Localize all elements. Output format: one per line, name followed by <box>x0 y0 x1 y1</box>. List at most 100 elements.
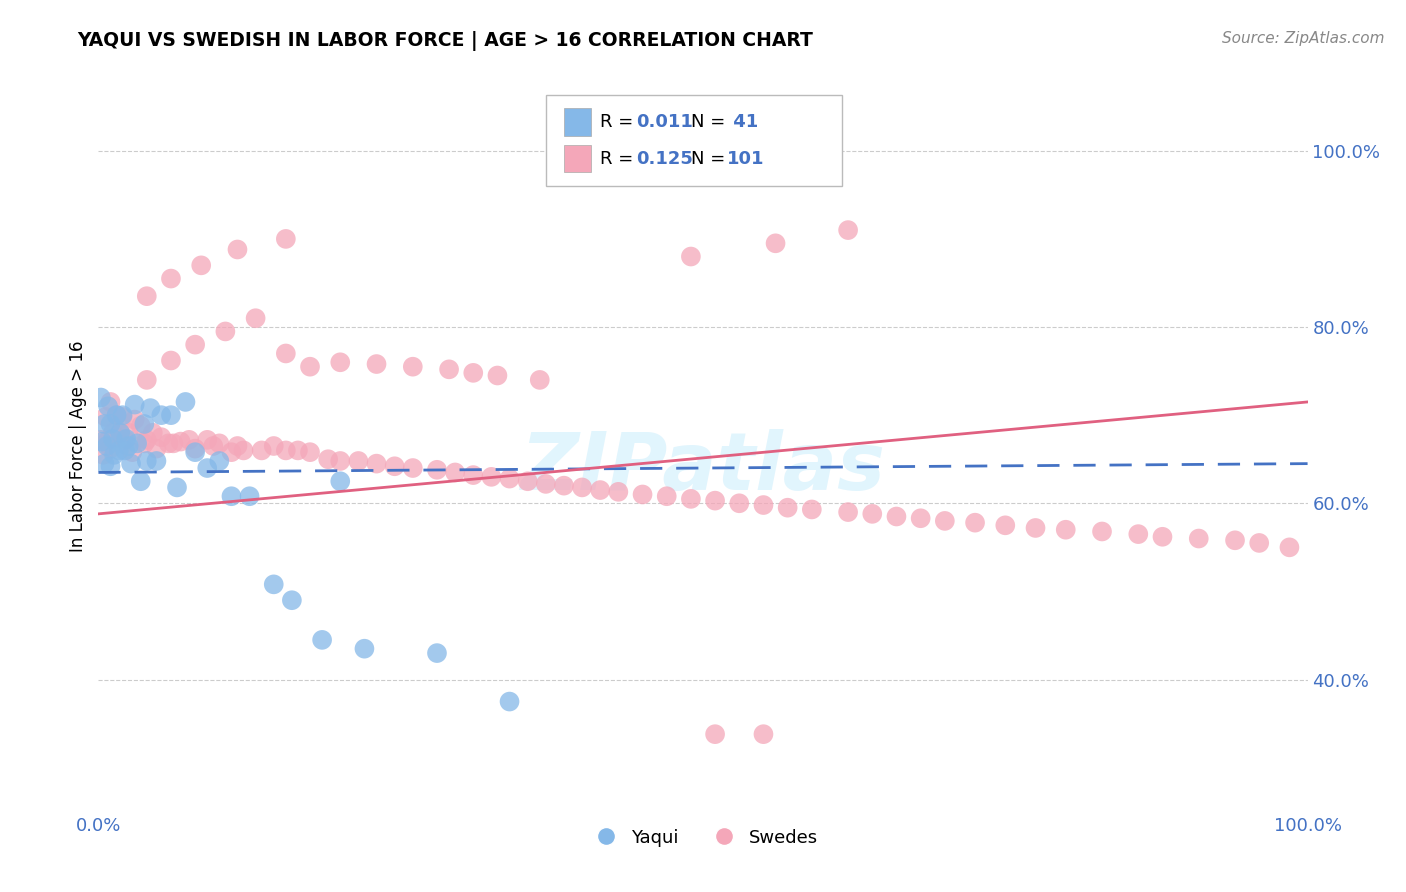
FancyBboxPatch shape <box>564 108 591 136</box>
Point <box>1054 523 1077 537</box>
Text: R =: R = <box>600 113 640 131</box>
Point <box>166 480 188 494</box>
Point <box>93 457 115 471</box>
Point <box>221 489 243 503</box>
Point <box>100 417 122 431</box>
Point <box>965 516 987 530</box>
Point <box>134 436 156 450</box>
Point <box>329 355 352 369</box>
Point <box>353 641 375 656</box>
Y-axis label: In Labor Force | Age > 16: In Labor Force | Age > 16 <box>69 340 87 552</box>
Text: N =: N = <box>690 150 731 168</box>
Point <box>97 400 120 414</box>
Point <box>250 443 273 458</box>
Point <box>728 496 751 510</box>
Point <box>139 401 162 416</box>
Point <box>190 258 212 272</box>
Point <box>529 373 551 387</box>
Point <box>752 727 775 741</box>
Point <box>1091 524 1114 539</box>
Point <box>157 436 180 450</box>
Point <box>329 454 352 468</box>
Point <box>274 232 297 246</box>
Point <box>752 498 775 512</box>
Point <box>160 271 183 285</box>
Point <box>287 443 309 458</box>
Point <box>1152 530 1174 544</box>
Point <box>101 425 124 440</box>
Point <box>704 727 727 741</box>
Point <box>105 408 128 422</box>
Point <box>100 442 122 456</box>
Point <box>221 445 243 459</box>
Point <box>115 432 138 446</box>
Point <box>402 359 425 374</box>
Point <box>184 445 207 459</box>
Point <box>274 346 297 360</box>
Point <box>232 443 254 458</box>
Point <box>195 461 218 475</box>
Point <box>655 489 678 503</box>
Point <box>463 366 485 380</box>
FancyBboxPatch shape <box>546 95 842 186</box>
Point <box>124 412 146 426</box>
Point <box>160 408 183 422</box>
Point <box>498 695 520 709</box>
Point <box>105 408 128 422</box>
Point <box>679 491 702 506</box>
Point <box>281 593 304 607</box>
Point <box>316 452 339 467</box>
Point <box>145 454 167 468</box>
Point <box>534 476 557 491</box>
Point <box>589 483 612 497</box>
Point <box>208 436 231 450</box>
Point <box>1223 533 1246 548</box>
Point <box>1278 541 1301 555</box>
Point <box>124 398 146 412</box>
Point <box>463 468 485 483</box>
Point <box>347 454 370 468</box>
Point <box>239 489 262 503</box>
Point <box>129 475 152 489</box>
Point <box>108 425 131 440</box>
FancyBboxPatch shape <box>564 145 591 172</box>
Point <box>299 359 322 374</box>
Point <box>299 445 322 459</box>
Point <box>135 373 157 387</box>
Point <box>444 466 467 480</box>
Point <box>776 500 799 515</box>
Point <box>1128 527 1150 541</box>
Point <box>226 243 249 257</box>
Point <box>679 250 702 264</box>
Text: ZIPatlas: ZIPatlas <box>520 429 886 507</box>
Point <box>108 425 131 440</box>
Point <box>426 463 449 477</box>
Point <box>184 442 207 456</box>
Point <box>498 472 520 486</box>
Point <box>129 418 152 433</box>
Point <box>90 391 112 405</box>
Point <box>860 507 883 521</box>
Point <box>571 480 593 494</box>
Point <box>886 509 908 524</box>
Point <box>120 457 142 471</box>
Point <box>214 325 236 339</box>
Point <box>134 417 156 431</box>
Point <box>96 439 118 453</box>
Point <box>366 357 388 371</box>
Point <box>93 417 115 431</box>
Point <box>837 505 859 519</box>
Point <box>553 478 575 492</box>
Point <box>516 475 538 489</box>
Point <box>174 395 197 409</box>
Point <box>127 436 149 450</box>
Point <box>94 409 117 424</box>
Text: R =: R = <box>600 150 640 168</box>
Point <box>202 439 225 453</box>
Point <box>111 408 134 422</box>
Point <box>384 459 406 474</box>
Point <box>108 443 131 458</box>
Point <box>910 511 932 525</box>
Point <box>142 425 165 440</box>
Point <box>402 461 425 475</box>
